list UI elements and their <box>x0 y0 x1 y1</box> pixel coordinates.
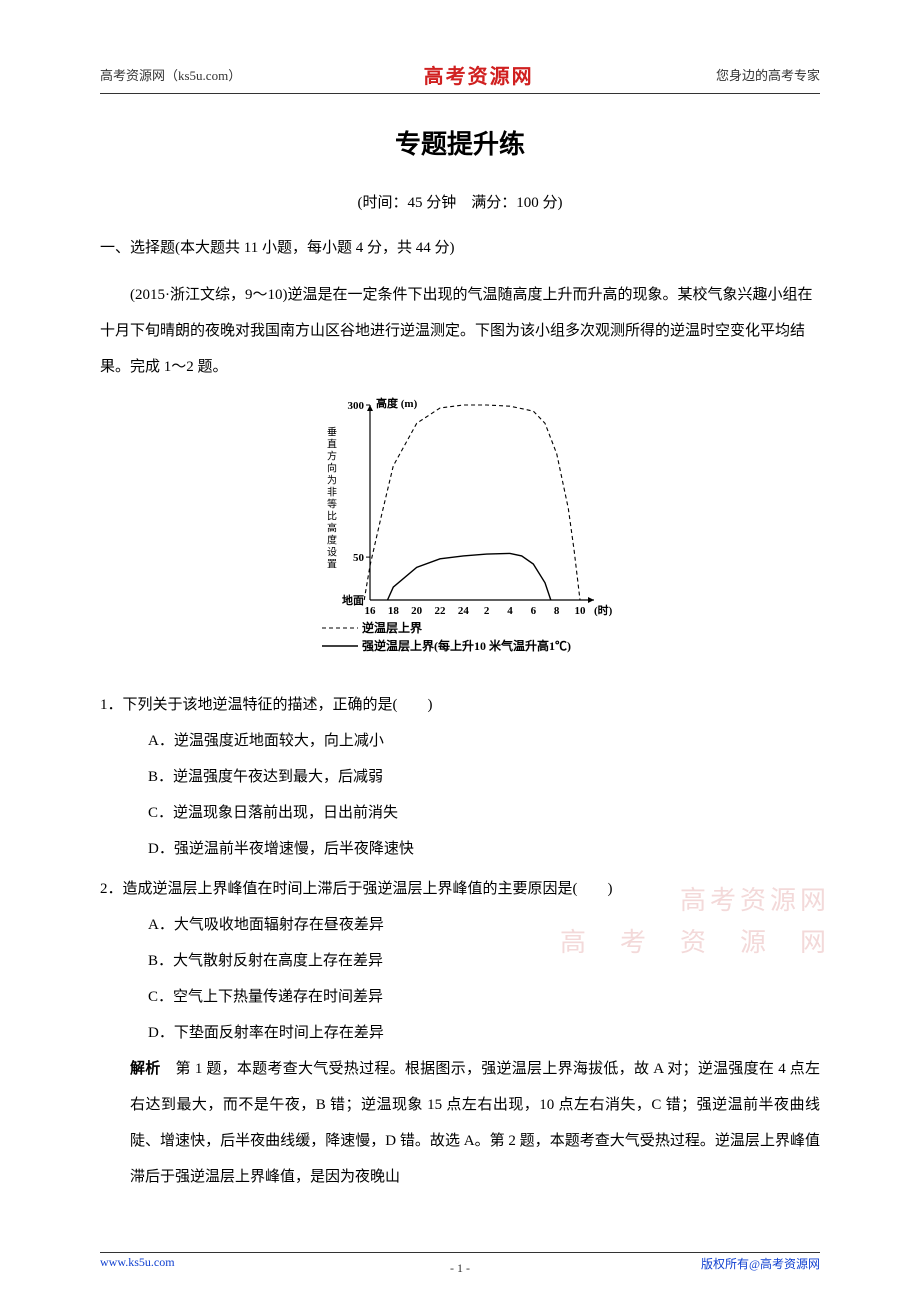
svg-text:设: 设 <box>327 546 337 558</box>
q1-stem: 1．下列关于该地逆温特征的描述，正确的是( ) <box>100 687 820 723</box>
svg-text:16: 16 <box>365 605 377 617</box>
explanation: 解析第 1 题，本题考查大气受热过程。根据图示，强逆温层上界海拔低，故 A 对；… <box>100 1051 820 1195</box>
header-right: 您身边的高考专家 <box>716 65 820 84</box>
page-title: 专题提升练 <box>100 124 820 161</box>
svg-text:4: 4 <box>507 605 513 617</box>
svg-text:方: 方 <box>327 449 337 462</box>
svg-text:10: 10 <box>575 605 587 617</box>
page-header: 高考资源网（ks5u.com） 高考资源网 您身边的高考专家 <box>100 60 820 94</box>
svg-text:地面: 地面 <box>342 593 364 607</box>
svg-text:22: 22 <box>435 605 447 617</box>
svg-text:高度 (m): 高度 (m) <box>376 396 418 410</box>
q1-option-b: B．逆温强度午夜达到最大，后减弱 <box>100 759 820 795</box>
svg-text:非: 非 <box>327 486 337 498</box>
chart-svg: 高度 (m)30050地面垂直方向为非等比高度设置161820222424681… <box>290 395 630 675</box>
q1-option-d: D．强逆温前半夜增速慢，后半夜降速快 <box>100 831 820 867</box>
svg-text:高: 高 <box>327 521 337 534</box>
svg-text:逆温层上界: 逆温层上界 <box>362 620 422 635</box>
svg-text:18: 18 <box>388 605 400 617</box>
svg-text:向: 向 <box>327 461 337 474</box>
svg-text:强逆温层上界(每上升10 米气温升高1℃): 强逆温层上界(每上升10 米气温升高1℃) <box>362 638 571 653</box>
svg-text:度: 度 <box>327 533 337 546</box>
svg-text:直: 直 <box>327 437 337 450</box>
q2-option-c: C．空气上下热量传递存在时间差异 <box>100 979 820 1015</box>
header-center-logo: 高考资源网 <box>424 60 534 89</box>
svg-text:垂: 垂 <box>327 426 337 438</box>
q2-option-a: A．大气吸收地面辐射存在昼夜差异 <box>100 907 820 943</box>
explain-text: 第 1 题，本题考查大气受热过程。根据图示，强逆温层上界海拔低，故 A 对；逆温… <box>130 1061 820 1185</box>
svg-text:比: 比 <box>327 510 337 522</box>
passage-text: (2015·浙江文综，9～10)逆温是在一定条件下出现的气温随高度上升而升高的现… <box>100 277 820 385</box>
svg-text:20: 20 <box>411 605 423 617</box>
q2-option-d: D．下垫面反射率在时间上存在差异 <box>100 1015 820 1051</box>
svg-text:2: 2 <box>484 605 490 617</box>
footer-page-number: - 1 - <box>100 1261 820 1276</box>
svg-text:300: 300 <box>348 400 365 412</box>
q2-option-b: B．大气散射反射在高度上存在差异 <box>100 943 820 979</box>
svg-text:等: 等 <box>327 497 337 510</box>
section-1-heading: 一、选择题(本大题共 11 小题，每小题 4 分，共 44 分) <box>100 236 820 257</box>
q1-option-a: A．逆温强度近地面较大，向上减小 <box>100 723 820 759</box>
svg-text:置: 置 <box>327 558 337 570</box>
q2-stem: 2．造成逆温层上界峰值在时间上滞后于强逆温层上界峰值的主要原因是( ) <box>100 871 820 907</box>
header-left: 高考资源网（ks5u.com） <box>100 65 241 84</box>
page-footer: www.ks5u.com - 1 - 版权所有@高考资源网 <box>100 1252 820 1272</box>
svg-text:(时): (时) <box>594 603 613 617</box>
svg-text:50: 50 <box>353 552 365 564</box>
svg-text:8: 8 <box>554 605 560 617</box>
inversion-chart: 高度 (m)30050地面垂直方向为非等比高度设置161820222424681… <box>100 395 820 675</box>
q1-option-c: C．逆温现象日落前出现，日出前消失 <box>100 795 820 831</box>
explain-label: 解析 <box>130 1060 161 1077</box>
svg-text:为: 为 <box>327 474 337 486</box>
svg-text:24: 24 <box>458 605 470 617</box>
svg-text:6: 6 <box>531 605 537 617</box>
page-subtitle: (时间：45 分钟 满分：100 分) <box>100 191 820 212</box>
